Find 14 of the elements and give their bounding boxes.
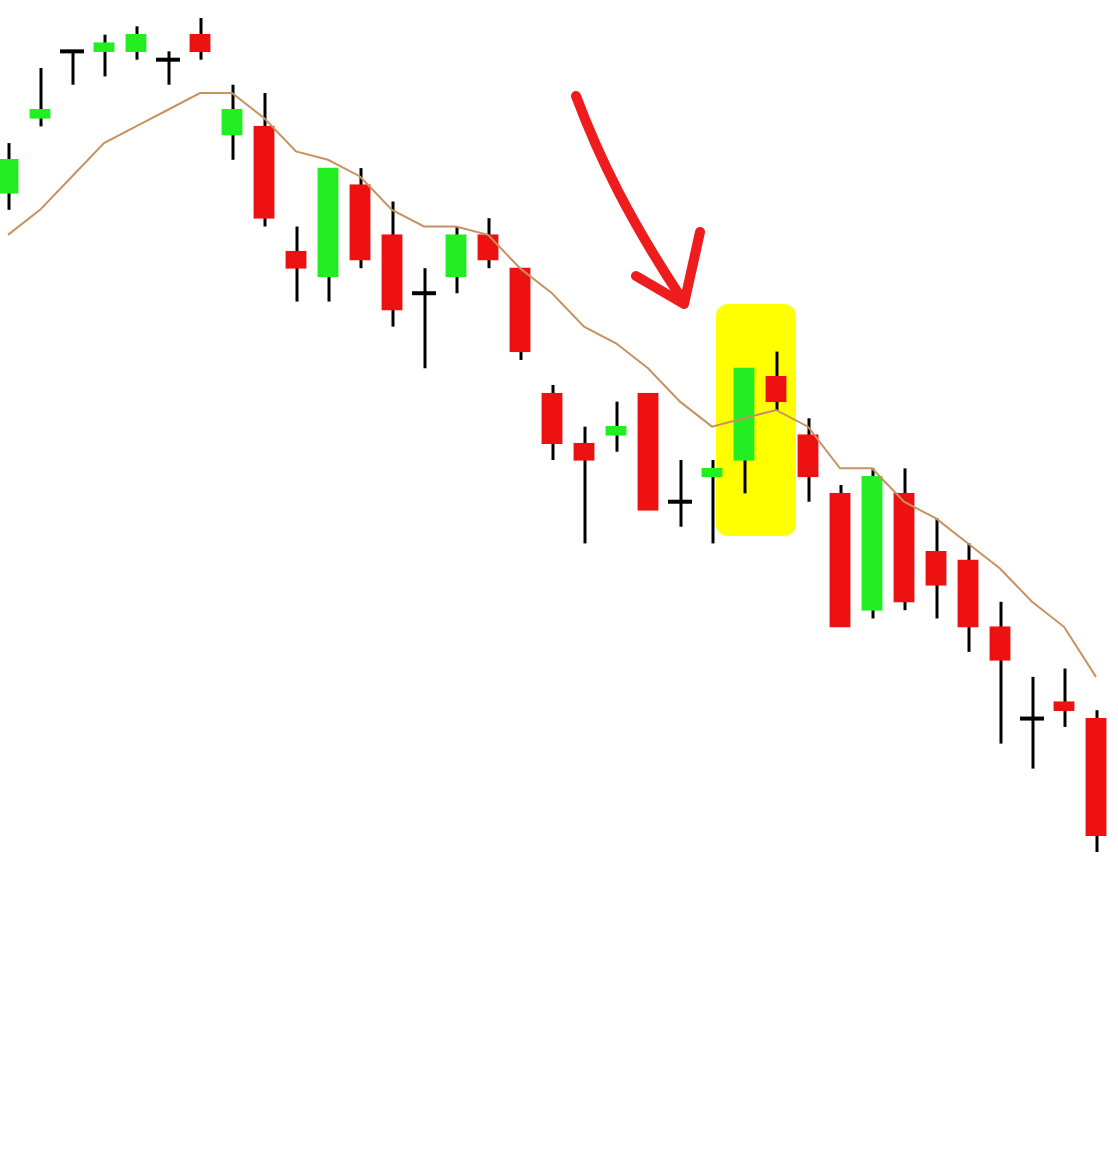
candlestick — [541, 383, 563, 462]
candlestick — [93, 33, 115, 78]
candlestick — [605, 400, 627, 454]
candlestick — [189, 16, 211, 62]
candlestick — [701, 458, 723, 545]
candlestick — [29, 66, 51, 128]
candlestick — [573, 425, 595, 545]
candlestick — [989, 600, 1011, 746]
candlestick — [221, 83, 243, 162]
candlestick — [797, 416, 819, 504]
candlestick — [445, 225, 467, 295]
candlestick — [285, 225, 307, 304]
candlestick — [925, 516, 947, 620]
candlestick — [1053, 667, 1075, 729]
